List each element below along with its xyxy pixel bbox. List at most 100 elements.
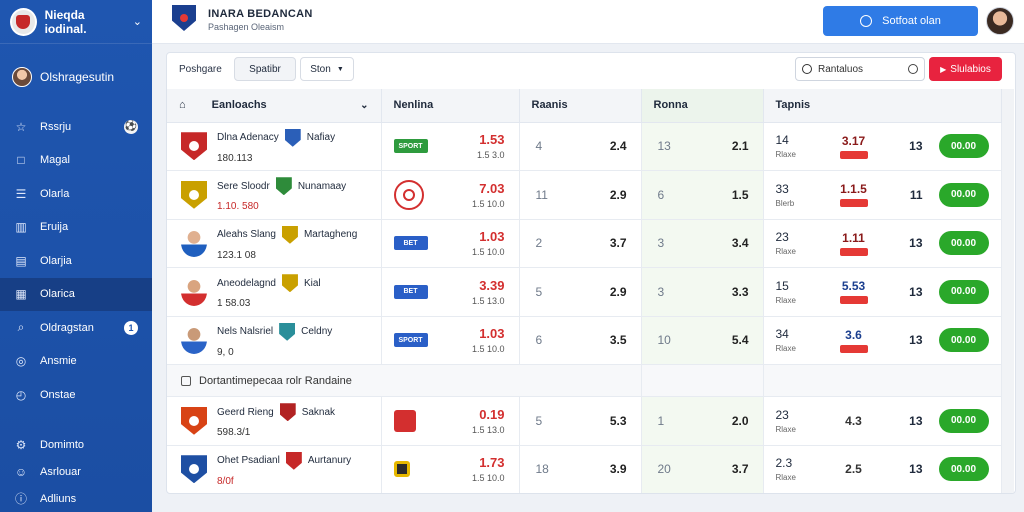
col3-odds[interactable]: 3.5	[609, 333, 627, 348]
tip-odds[interactable]: 5.53	[841, 279, 866, 294]
live-button[interactable]: ▶ Slulabios	[929, 57, 1002, 81]
primary-action-button[interactable]: Sotfoat olan	[823, 6, 978, 36]
sidebar-item-list[interactable]: ☰ Olarla	[0, 177, 152, 211]
page-subtitle: Pashagen Oleaism	[208, 22, 285, 32]
sidebar-item-trophy[interactable]: ☆ Rssrju ⚽	[0, 110, 152, 144]
col4-odds[interactable]: 3.7	[731, 462, 749, 477]
table-row[interactable]: Ohet Psadianl Aurtanury 8/0f 1.73 1.5 10.0 18…	[167, 445, 1002, 493]
kickoff-time: 180.113	[217, 152, 253, 164]
table-row[interactable]: Nels Nalsriel Celdny 9, 0 SPORT 1.03 1.5 10.0…	[167, 316, 1002, 365]
team-away-crest-icon	[281, 225, 298, 244]
user-profile[interactable]: Olshragesutin	[0, 44, 152, 110]
table-row[interactable]: Aleahs Slang Martagheng 123.1 08 BET 1.03 1.5…	[167, 219, 1002, 268]
team-home[interactable]: Dlna Adenacy	[217, 132, 279, 144]
market-cell: 1.73 1.5 10.0	[381, 445, 520, 493]
table-row[interactable]: Aneodelagnd Kial 1 58.03 BET 3.39 1.5 13.0 5 2.…	[167, 267, 1002, 317]
bet-button[interactable]: 00.00	[938, 182, 989, 207]
status-dropdown[interactable]: Ston ▼	[300, 57, 354, 81]
team-home[interactable]: Geerd Rieng	[217, 406, 274, 418]
tip-odds[interactable]: 3.17	[841, 133, 866, 148]
column-header-market[interactable]: Nenlina	[381, 89, 520, 123]
team-home[interactable]: Nels Nalsriel	[217, 326, 274, 338]
sidebar: Nieqda iodinal. ⌄ Olshragesutin ☆ Rssrju ⚽…	[0, 0, 152, 512]
sidebar-item-stats[interactable]: ▤ Olarjia	[0, 244, 152, 278]
col4-odds[interactable]: 2.1	[731, 139, 749, 154]
column-header-match[interactable]: ⌂ Eanloachs ⌄	[167, 89, 382, 123]
tip-count: 23	[775, 230, 789, 245]
search-field[interactable]: Rantaluos	[795, 57, 925, 81]
col3-odds[interactable]: 3.7	[609, 236, 627, 251]
sidebar-item-settings[interactable]: ⚙ Domimto	[0, 431, 152, 458]
sidebar-item-table[interactable]: ▦ Olarica	[0, 277, 152, 311]
caret-down-icon: ▼	[336, 65, 344, 73]
bet-button[interactable]: 00.00	[938, 408, 989, 433]
sport-filter[interactable]: Spatibr	[234, 57, 296, 81]
team-away[interactable]: Nunamaay	[297, 180, 347, 192]
team-home[interactable]: Aleahs Slang	[217, 229, 276, 241]
tip-odds[interactable]: 3.6	[845, 327, 862, 342]
sidebar-item-help[interactable]: ⓘ Adliuns	[0, 485, 152, 512]
col3-cell: 4 2.4	[519, 122, 642, 171]
odds-value[interactable]: 1.73	[479, 455, 505, 471]
odds-value[interactable]: 1.03	[479, 326, 505, 342]
tip-odds[interactable]: 1.1.5	[840, 182, 867, 197]
col3-odds[interactable]: 3.9	[609, 462, 627, 477]
tip-odds[interactable]: 2.5	[845, 462, 862, 477]
table-row[interactable]: Geerd Rieng Saknak 598.3/1 0.19 1.5 13.0 5 5.3…	[167, 396, 1002, 446]
kickoff-time: 123.1 08	[217, 249, 256, 261]
column-header-col5[interactable]: Tapnis	[763, 89, 1002, 123]
odds-value[interactable]: 1.53	[479, 132, 505, 148]
column-header-col3[interactable]: Raanis	[519, 89, 642, 123]
tip-odds[interactable]: 4.3	[845, 413, 862, 428]
team-home[interactable]: Aneodelagnd	[217, 277, 276, 289]
team-away[interactable]: Martagheng	[303, 229, 358, 241]
table-row[interactable]: Dlna Adenacy Nafiay 180.113 SPORT 1.53 1.5 3.…	[167, 122, 1002, 171]
scrollbar[interactable]	[1002, 89, 1014, 493]
brand-switcher[interactable]: Nieqda iodinal. ⌄	[0, 0, 152, 44]
sidebar-item-calendar[interactable]: □ Magal	[0, 144, 152, 178]
tip-odds[interactable]: 1.11	[842, 230, 865, 245]
col3-cell: 5 2.9	[519, 267, 642, 317]
col3-odds[interactable]: 2.9	[609, 187, 627, 202]
odds-value[interactable]: 0.19	[479, 406, 505, 422]
bet-button[interactable]: 00.00	[938, 328, 989, 353]
market-cell: 7.03 1.5 10.0	[381, 170, 520, 220]
team-away[interactable]: Saknak	[301, 406, 336, 418]
sidebar-item-chart[interactable]: ▥ Eruija	[0, 211, 152, 245]
odds-value[interactable]: 7.03	[479, 180, 505, 196]
team-away[interactable]: Nafiay	[306, 132, 336, 144]
col4-count: 1	[657, 413, 665, 428]
column-header-col4[interactable]: Ronna	[641, 89, 764, 123]
team-home[interactable]: Ohet Psadianl	[217, 455, 280, 467]
sidebar-item-globe[interactable]: ◎ Ansmie	[0, 345, 152, 379]
sidebar-item-search[interactable]: ⌕ Oldragstan 1	[0, 311, 152, 345]
col3-odds[interactable]: 2.4	[609, 139, 627, 154]
team-away[interactable]: Kial	[303, 277, 321, 289]
sidebar-item-label: Ansmie	[40, 355, 77, 368]
team-away[interactable]: Aurtanury	[307, 455, 352, 467]
sidebar-item-clock[interactable]: ◴ Onstae	[0, 378, 152, 412]
odds-value[interactable]: 3.39	[479, 277, 505, 293]
col4-odds[interactable]: 2.0	[731, 413, 749, 428]
team-away[interactable]: Celdny	[301, 326, 333, 338]
col3-odds[interactable]: 2.9	[609, 284, 627, 299]
bet-button[interactable]: 00.00	[938, 231, 989, 256]
table-row[interactable]: Sere Sloodr Nunamaay 1.10. 580 7.03 1.5 10.0…	[167, 170, 1002, 220]
col4-odds[interactable]: 3.3	[731, 284, 749, 299]
col4-odds[interactable]: 1.5	[731, 187, 749, 202]
team-home[interactable]: Sere Sloodr	[217, 180, 270, 192]
odds-detail: 1.5 10.0	[471, 344, 505, 355]
bet-button[interactable]: 00.00	[938, 457, 989, 482]
col4-odds[interactable]: 3.4	[731, 236, 749, 251]
col4-odds[interactable]: 5.4	[731, 333, 749, 348]
clear-icon[interactable]	[908, 64, 918, 74]
bookmaker-logo	[393, 461, 410, 478]
bet-button[interactable]: 00.00	[938, 134, 989, 159]
account-avatar[interactable]	[986, 7, 1014, 35]
odds-value[interactable]: 1.03	[479, 229, 505, 245]
tip-label: Rlaxe	[775, 247, 796, 257]
search-input[interactable]: Rantaluos	[818, 63, 864, 75]
sidebar-item-user[interactable]: ☺ Asrlouar	[0, 458, 152, 485]
col3-odds[interactable]: 5.3	[609, 413, 627, 428]
bet-button[interactable]: 00.00	[938, 279, 989, 304]
